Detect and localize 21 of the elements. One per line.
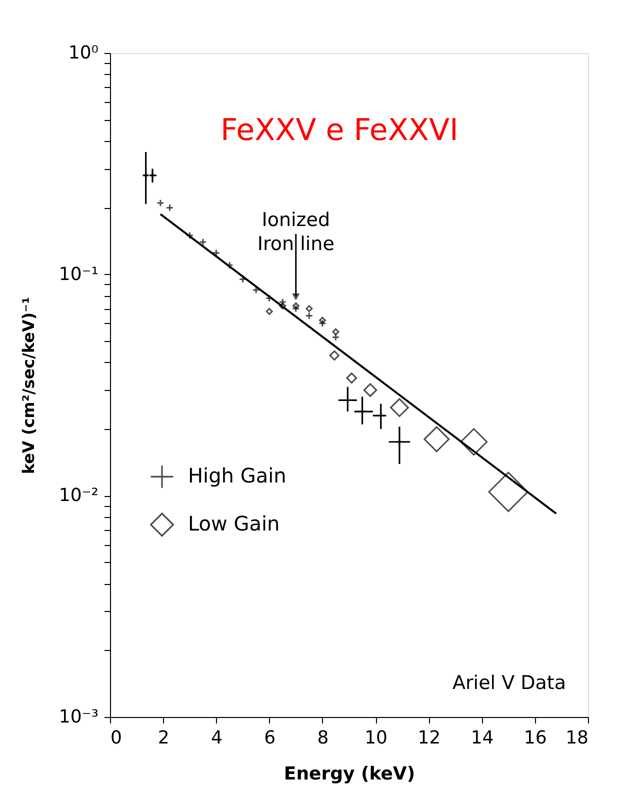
x-tick-label: 4 [210,728,222,748]
y-tick-label: 10⁻³ [58,706,98,728]
y-tick-label: 10⁰ [68,42,98,64]
x-tick-label: 18 [566,728,588,748]
x-tick-label: 2 [158,728,170,748]
x-axis-title: Energy (keV) [284,764,416,784]
annotation: Ionized Iron line [257,208,334,255]
y-axis-title: keV (cm²/sec/keV)⁻¹ [18,296,38,474]
x-tick-label: 6 [264,728,276,748]
x-tick-label: 14 [470,728,494,748]
x-tick-label: 8 [317,728,329,748]
x-tick-label: 10 [364,728,388,748]
annotation: Ariel V Data [452,672,566,694]
legend-label: High Gain [188,464,286,488]
x-tick-label: 16 [524,728,547,748]
x-tick-label: 0 [110,728,122,748]
y-tick-label: 10⁻¹ [58,264,98,285]
legend-label: Low Gain [188,512,280,536]
annotation: FeXXV e FeXXVI [220,113,458,148]
y-tick-label: 10⁻² [58,485,98,506]
x-tick-label: 12 [418,728,441,748]
